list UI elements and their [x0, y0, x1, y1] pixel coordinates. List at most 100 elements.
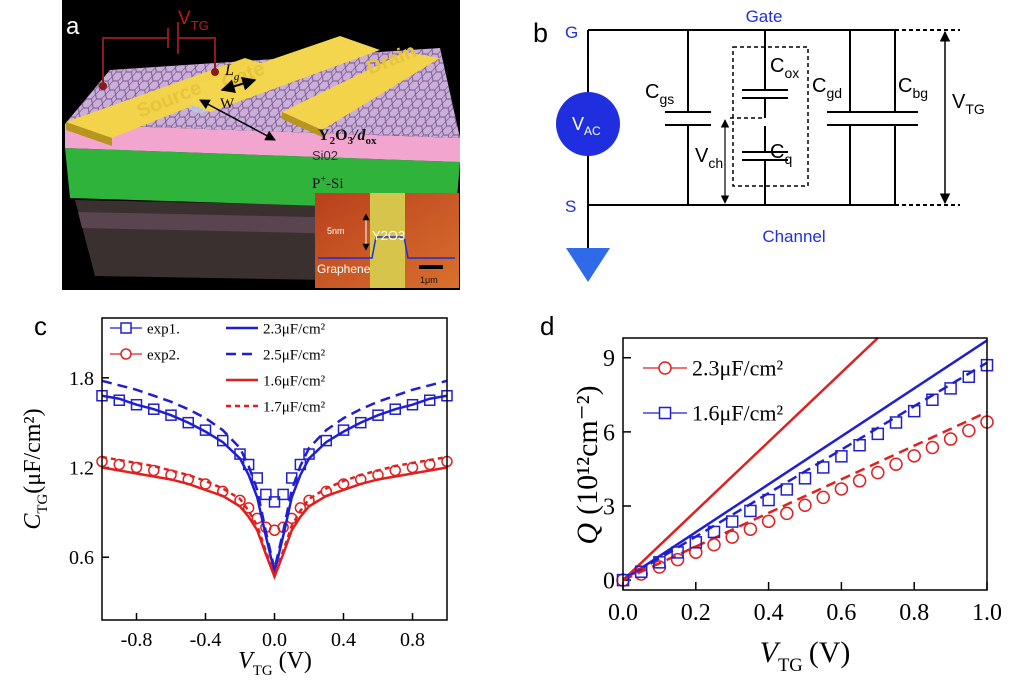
- marker-circle: [963, 425, 975, 437]
- marker-circle: [926, 441, 938, 453]
- cq-sub: q: [784, 151, 792, 167]
- marker-circle: [781, 507, 793, 519]
- marker-circle: [872, 467, 884, 479]
- y-label-unit: (μF/cm²): [20, 408, 46, 493]
- ground-symbol: [566, 248, 610, 282]
- page: { "panel_a": { "label": "a", "v_tg": ["V…: [0, 0, 1013, 682]
- marker-circle: [890, 458, 902, 470]
- marker-circle: [726, 531, 738, 543]
- marker-circle: [708, 539, 720, 551]
- inset-height: 5nm: [327, 226, 345, 236]
- dielectric-part: O: [335, 127, 347, 144]
- axis-label: CTG(μF/cm²): [20, 408, 51, 529]
- vtg-sub: TG: [965, 101, 984, 117]
- legend-label: 2.3μF/cm²: [692, 356, 784, 381]
- charts: c -0.8 -0.4 0.0 0.4 0.8 0.6 1.2 1.8 exp1. exp2. 2.3…: [20, 311, 1002, 679]
- marker-square: [121, 323, 131, 333]
- cgd-label: Cgd: [812, 75, 842, 101]
- y-tick-label: 0: [603, 569, 615, 595]
- x-label-unit: (V): [809, 636, 851, 669]
- dielectric-sub: ox: [365, 135, 377, 147]
- legend-label: exp1.: [147, 321, 180, 337]
- afm-inset: 5nm Y2O3 Graphene 1μm: [315, 193, 459, 288]
- x-label-sub: TG: [778, 655, 803, 676]
- cgd-sub: gd: [826, 85, 842, 101]
- legend-item: 2.3μF/cm²: [226, 321, 326, 337]
- x-tick-label: -0.4: [190, 629, 222, 651]
- legend-label: 1.7μF/cm²: [263, 399, 326, 415]
- substrate-part: P: [312, 176, 320, 192]
- vtg-sub: TG: [191, 18, 209, 33]
- marker-square: [800, 473, 811, 484]
- legend-item: 2.3μF/cm²: [643, 356, 784, 381]
- y-label-sub: TG: [35, 494, 51, 514]
- axis-label: Q(10¹²cm⁻²): [571, 385, 604, 544]
- figure: Source Gate Drain VTG a Lg W Y2O3/dox Si…: [0, 0, 1013, 682]
- vac-sub: AC: [584, 124, 601, 138]
- x-tick-label: -0.8: [121, 629, 153, 651]
- substrate-label: P+-Si: [312, 174, 344, 192]
- marker-circle: [121, 349, 131, 359]
- cgs-sub: gs: [659, 91, 674, 107]
- legend-item: exp1.: [110, 321, 180, 337]
- legend-item: 1.7μF/cm²: [226, 399, 326, 415]
- x-tick-label: 0.2: [681, 600, 711, 626]
- legend-item: 1.6μF/cm²: [643, 401, 784, 426]
- cgd-main: C: [812, 75, 826, 97]
- inset-scale: 1μm: [420, 275, 438, 285]
- marker-square: [945, 383, 956, 394]
- legend-label: 2.5μF/cm²: [263, 347, 326, 363]
- dielectric-part: Y: [318, 127, 330, 144]
- vtg-main: V: [952, 91, 966, 113]
- gate-node: G: [565, 23, 578, 42]
- cgs-label: Cgs: [645, 81, 674, 107]
- w-label: W: [220, 96, 235, 112]
- marker-circle: [908, 450, 920, 462]
- axis-label: VTG(V): [238, 648, 312, 679]
- x-tick-label: 0.4: [331, 629, 356, 651]
- vch-sub: ch: [708, 155, 723, 171]
- y-label-unit: (10¹²cm⁻²): [571, 385, 604, 514]
- y-tick-label: 9: [603, 346, 615, 372]
- marker-square: [745, 505, 756, 516]
- oxide-label: Si02: [312, 148, 338, 163]
- x-tick-label: 0.8: [400, 629, 425, 651]
- legend-item: exp2.: [110, 347, 180, 363]
- gate-caption: Gate: [746, 7, 783, 26]
- inset-material: Y2O3: [372, 228, 405, 243]
- marker-square: [660, 408, 671, 419]
- x-label-sub: TG: [253, 663, 273, 679]
- vch-main: V: [695, 145, 709, 167]
- marker-circle: [854, 475, 866, 487]
- cgd-plates: [827, 112, 873, 125]
- substrate-part: -Si: [326, 176, 344, 192]
- x-tick-label: 1.0: [972, 600, 1002, 626]
- dielectric-part: /d: [352, 127, 366, 144]
- contact-dot: [99, 82, 107, 90]
- source-node: S: [565, 197, 576, 216]
- y-tick-label: 1.8: [69, 368, 94, 390]
- series-line: [623, 412, 987, 580]
- legend-item: 1.6μF/cm²: [226, 373, 326, 389]
- vtg-label: VTG: [952, 91, 985, 117]
- chart: c-0.8-0.40.00.40.80.61.21.8exp1.exp2.2.3…: [20, 311, 452, 679]
- x-tick-label: 0.6: [826, 600, 856, 626]
- marker-circle: [659, 362, 671, 374]
- marker-circle: [744, 523, 756, 535]
- x-label-unit: (V): [279, 648, 312, 674]
- legend-label: 1.6μF/cm²: [263, 373, 326, 389]
- panel-label: b: [533, 18, 548, 48]
- lg-sub: g: [234, 71, 240, 83]
- x-tick-label: 0.0: [608, 600, 638, 626]
- y-tick-label: 1.2: [69, 458, 94, 480]
- series-line: [102, 396, 447, 572]
- y-tick-label: 0.6: [69, 547, 94, 569]
- panel-label: c: [34, 311, 47, 341]
- panel-b: b G Gate S Channel VAC Cgs Cox Cgd Cbg V…: [533, 7, 985, 282]
- legend-label: 1.6μF/cm²: [692, 401, 784, 426]
- legend-label: exp2.: [147, 347, 180, 363]
- marker-circle: [799, 499, 811, 511]
- marker-circle: [817, 491, 829, 503]
- panel-label: a: [66, 13, 80, 40]
